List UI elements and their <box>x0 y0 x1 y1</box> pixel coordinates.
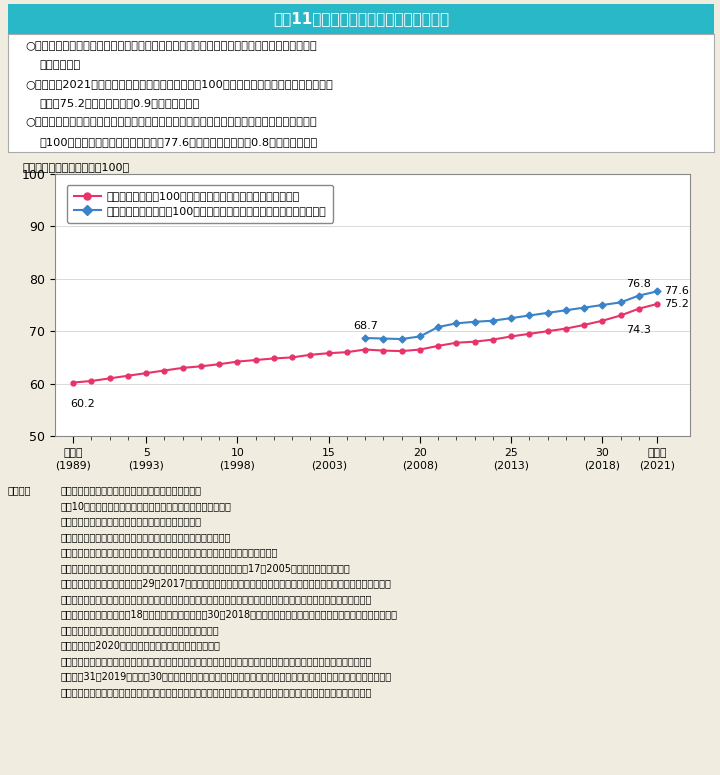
Text: （基準とする男性の給与＝100）: （基準とする男性の給与＝100） <box>22 162 130 172</box>
Text: して大きい。: して大きい。 <box>40 60 81 71</box>
Text: ○また、一般労働者のうち、正社員・正職員の男女の所定内給与額を見ると、男性の給与水準: ○また、一般労働者のうち、正社員・正職員の男女の所定内給与額を見ると、男性の給与… <box>26 118 318 128</box>
Text: ○一般労働者における男女の所定内給与の格差は、長期的に見ると縮小傾向にあるが、依然と: ○一般労働者における男女の所定内給与の格差は、長期的に見ると縮小傾向にあるが、依… <box>26 41 318 51</box>
Text: 当性を確認できる可能性は高い」との指摘がなされており、一定の留保がついていることに留意する必要がある。: 当性を確認できる可能性は高い」との指摘がなされており、一定の留保がついていること… <box>61 687 372 697</box>
Text: 77.6: 77.6 <box>664 287 689 296</box>
Text: を100としたときの女性の給与水準は77.6となり、前年に比べ0.8ポイント増加。: を100としたときの女性の給与水準は77.6となり、前年に比べ0.8ポイント増加… <box>40 136 318 146</box>
Text: 76.8: 76.8 <box>626 279 652 288</box>
Text: 60.2: 60.2 <box>71 399 95 409</box>
Text: ９．「賃金構造基本統計調査」は、統計法に基づき総務大臣が承認した調査計画と異なる取り扱いをしていたところ、: ９．「賃金構造基本統計調査」は、統計法に基づき総務大臣が承認した調査計画と異なる… <box>61 656 372 666</box>
Text: ６．雇用形態（正社員・正職員、正社員・正職員以外）別の調査は平成17（2005）年以降行っている。: ６．雇用形態（正社員・正職員、正社員・正職員以外）別の調査は平成17（2005）… <box>61 563 351 573</box>
Text: ７．常用労働者の定義は、平成29（2017）年以前は、「期間を定めずに雇われている労働者」、「１か月を超える期間: ７．常用労働者の定義は、平成29（2017）年以前は、「期間を定めずに雇われてい… <box>61 578 392 588</box>
Text: 74.3: 74.3 <box>626 326 652 336</box>
Text: ○令和３（2021）年の男性一般労働者の給与水準を100としたときの女性一般労働者の給与: ○令和３（2021）年の男性一般労働者の給与水準を100としたときの女性一般労働… <box>26 79 333 89</box>
Text: 水準は75.2で、前年に比べ0.9ポイント増加。: 水準は75.2で、前年に比べ0.9ポイント増加。 <box>40 98 200 108</box>
Text: び「１か月以上の期間を定めて雇われている労働者」。: び「１か月以上の期間を定めて雇われている労働者」。 <box>61 625 220 635</box>
Text: ２－11図　男女間所定内給与格差の推移: ２－11図 男女間所定内給与格差の推移 <box>273 12 449 26</box>
Text: ２．10人以上の常用労働者を雇用する民営事業所における値。: ２．10人以上の常用労働者を雇用する民営事業所における値。 <box>61 501 232 511</box>
Text: ４．一般労働者とは、常用労働者のうち短時間労働者以外の者。: ４．一般労働者とは、常用労働者のうち短時間労働者以外の者。 <box>61 532 231 542</box>
Text: （年）: （年） <box>670 494 690 504</box>
Text: 68.7: 68.7 <box>353 321 377 331</box>
Text: ８．令和２（2020）年から推計方法が変更されている。: ８．令和２（2020）年から推計方法が変更されている。 <box>61 640 221 650</box>
Text: 平成31（2019）年１月30日の総務省統計委員会において、「十分な情報提供があれば、結果数値はおおむねの妥: 平成31（2019）年１月30日の総務省統計委員会において、「十分な情報提供があ… <box>61 671 392 681</box>
Text: われた日数がそれぞれ18日以上の労働者」。平成30（2018）年以降は、「期間を定めずに雇われている労働者」及: われた日数がそれぞれ18日以上の労働者」。平成30（2018）年以降は、「期間を… <box>61 609 398 619</box>
Text: 75.2: 75.2 <box>664 299 689 309</box>
Text: １．厚生労働省「賃金構造基本統計調査」より作成。: １．厚生労働省「賃金構造基本統計調査」より作成。 <box>61 485 202 495</box>
Text: （備考）: （備考） <box>8 485 32 495</box>
Text: ５．正社員・正職員とは、一般労働者のうち、事業所で正社員・正職員とする者。: ５．正社員・正職員とは、一般労働者のうち、事業所で正社員・正職員とする者。 <box>61 547 279 557</box>
Legend: 男性一般労働者を100とした場合の女性一般労働者の給与水準, 男性正社員・正職員を100とした場合の女性正社員・正職員の給与水準: 男性一般労働者を100とした場合の女性一般労働者の給与水準, 男性正社員・正職員… <box>67 184 333 222</box>
Text: ３．給与水準は各年６月分の所定内給与額から算出。: ３．給与水準は各年６月分の所定内給与額から算出。 <box>61 516 202 526</box>
Text: を定めて雇われている労働者」及び「日々又は１か月以内の期間を定めて雇われている者のうち４月及び５月に雇: を定めて雇われている労働者」及び「日々又は１か月以内の期間を定めて雇われている者… <box>61 594 372 604</box>
